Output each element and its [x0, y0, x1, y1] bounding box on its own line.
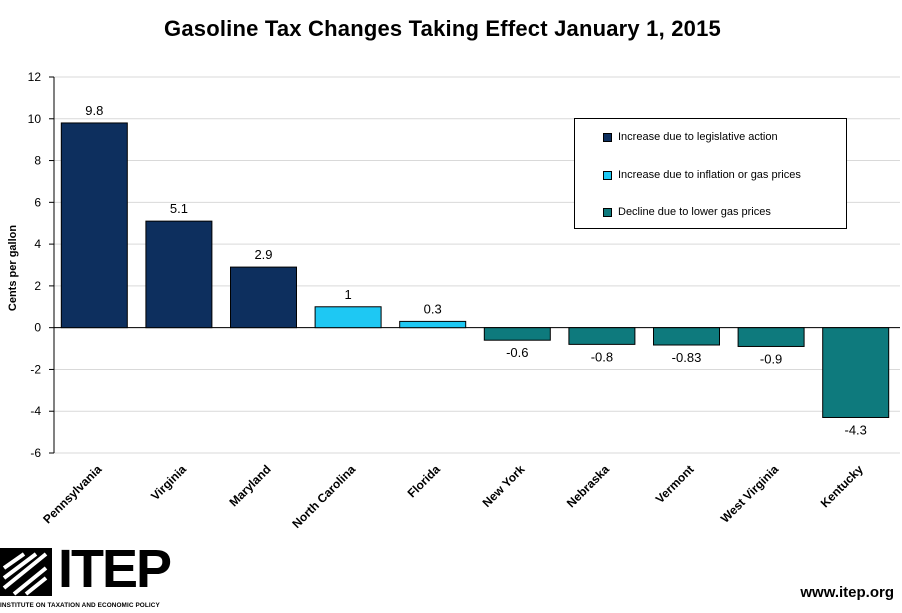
value-label-new-york: -0.6 — [506, 345, 528, 360]
legend-swatch — [603, 170, 612, 180]
x-tick-label-maryland: Maryland — [226, 462, 273, 509]
legend-label: Increase due to inflation or gas prices — [618, 169, 801, 181]
value-label-west-virginia: -0.9 — [760, 351, 782, 366]
bar-chart: 12 10 8 6 4 2 0 -2 -4 -6 9.8 5.1 2.9 1 0.3 -0.6 -0.8 -0.… — [7, 70, 900, 531]
y-axis-label: Cents per gallon — [7, 225, 19, 311]
value-label-florida: 0.3 — [424, 301, 442, 316]
y-tick-label: 10 — [28, 112, 42, 126]
value-label-vermont: -0.83 — [672, 350, 702, 365]
y-tick-label: 4 — [34, 237, 41, 251]
y-tick-label: -4 — [30, 404, 41, 418]
bar-vermont — [653, 327, 720, 346]
y-tick-label: -2 — [30, 362, 41, 376]
legend-item: Increase due to inflation or gas prices — [603, 168, 801, 182]
logo-tagline: INSTITUTE ON TAXATION AND ECONOMIC POLIC… — [0, 602, 160, 609]
legend-item: Decline due to lower gas prices — [603, 205, 771, 219]
website-url[interactable]: www.itep.org — [800, 584, 894, 601]
bar-virginia — [145, 220, 213, 329]
bar-west-virginia — [737, 327, 805, 347]
legend-item: Increase due to legislative action — [603, 130, 778, 144]
x-tick-label-kentucky: Kentucky — [818, 462, 866, 510]
chart-title: Gasoline Tax Changes Taking Effect Janua… — [164, 16, 721, 41]
value-label-nebraska: -0.8 — [591, 349, 613, 364]
bars — [60, 122, 890, 418]
bar-nebraska — [568, 327, 636, 345]
x-tick-label-nebraska: Nebraska — [564, 462, 612, 510]
value-label-kentucky: -4.3 — [844, 422, 866, 437]
value-labels: 9.8 5.1 2.9 1 0.3 -0.6 -0.8 -0.83 -0.9 -4.3 — [85, 103, 867, 438]
x-tick-label-virginia: Virginia — [148, 462, 189, 503]
legend-swatch — [603, 132, 612, 142]
y-tick-label: 0 — [34, 321, 41, 335]
x-tick-label-vermont: Vermont — [653, 462, 697, 506]
x-axis-labels: Pennsylvania Virginia Maryland North Caroli… — [40, 462, 866, 531]
y-tick-label: 12 — [28, 70, 42, 84]
bar-pennsylvania — [60, 122, 128, 329]
x-tick-label-west-virginia: West Virginia — [718, 462, 782, 526]
bar-north-carolina — [314, 306, 382, 329]
flag-icon — [0, 548, 52, 596]
y-tick-label: 6 — [34, 195, 41, 209]
x-tick-label-north-carolina: North Carolina — [289, 462, 358, 531]
bar-new-york — [483, 327, 551, 341]
y-tick-label: -6 — [30, 446, 41, 460]
x-tick-label-florida: Florida — [405, 462, 443, 500]
value-label-virginia: 5.1 — [170, 201, 188, 216]
x-tick-label-new-york: New York — [480, 462, 528, 510]
value-label-pennsylvania: 9.8 — [85, 103, 103, 118]
itep-logo: ITEP INSTITUTE ON TAXATION AND ECONOMIC … — [0, 542, 175, 612]
x-tick-label-pennsylvania: Pennsylvania — [40, 462, 104, 526]
legend-label: Decline due to lower gas prices — [618, 206, 771, 218]
value-label-maryland: 2.9 — [254, 247, 272, 262]
logo-wordmark: ITEP — [58, 539, 172, 599]
y-tick-label: 2 — [34, 279, 41, 293]
bar-florida — [399, 320, 467, 329]
bar-kentucky — [822, 327, 890, 418]
y-tick-label: 8 — [34, 154, 41, 168]
legend: Increase due to legislative action Increa… — [574, 118, 847, 229]
legend-label: Increase due to legislative action — [618, 131, 778, 143]
value-label-north-carolina: 1 — [344, 287, 351, 302]
legend-swatch — [603, 207, 612, 217]
bar-maryland — [230, 266, 297, 329]
